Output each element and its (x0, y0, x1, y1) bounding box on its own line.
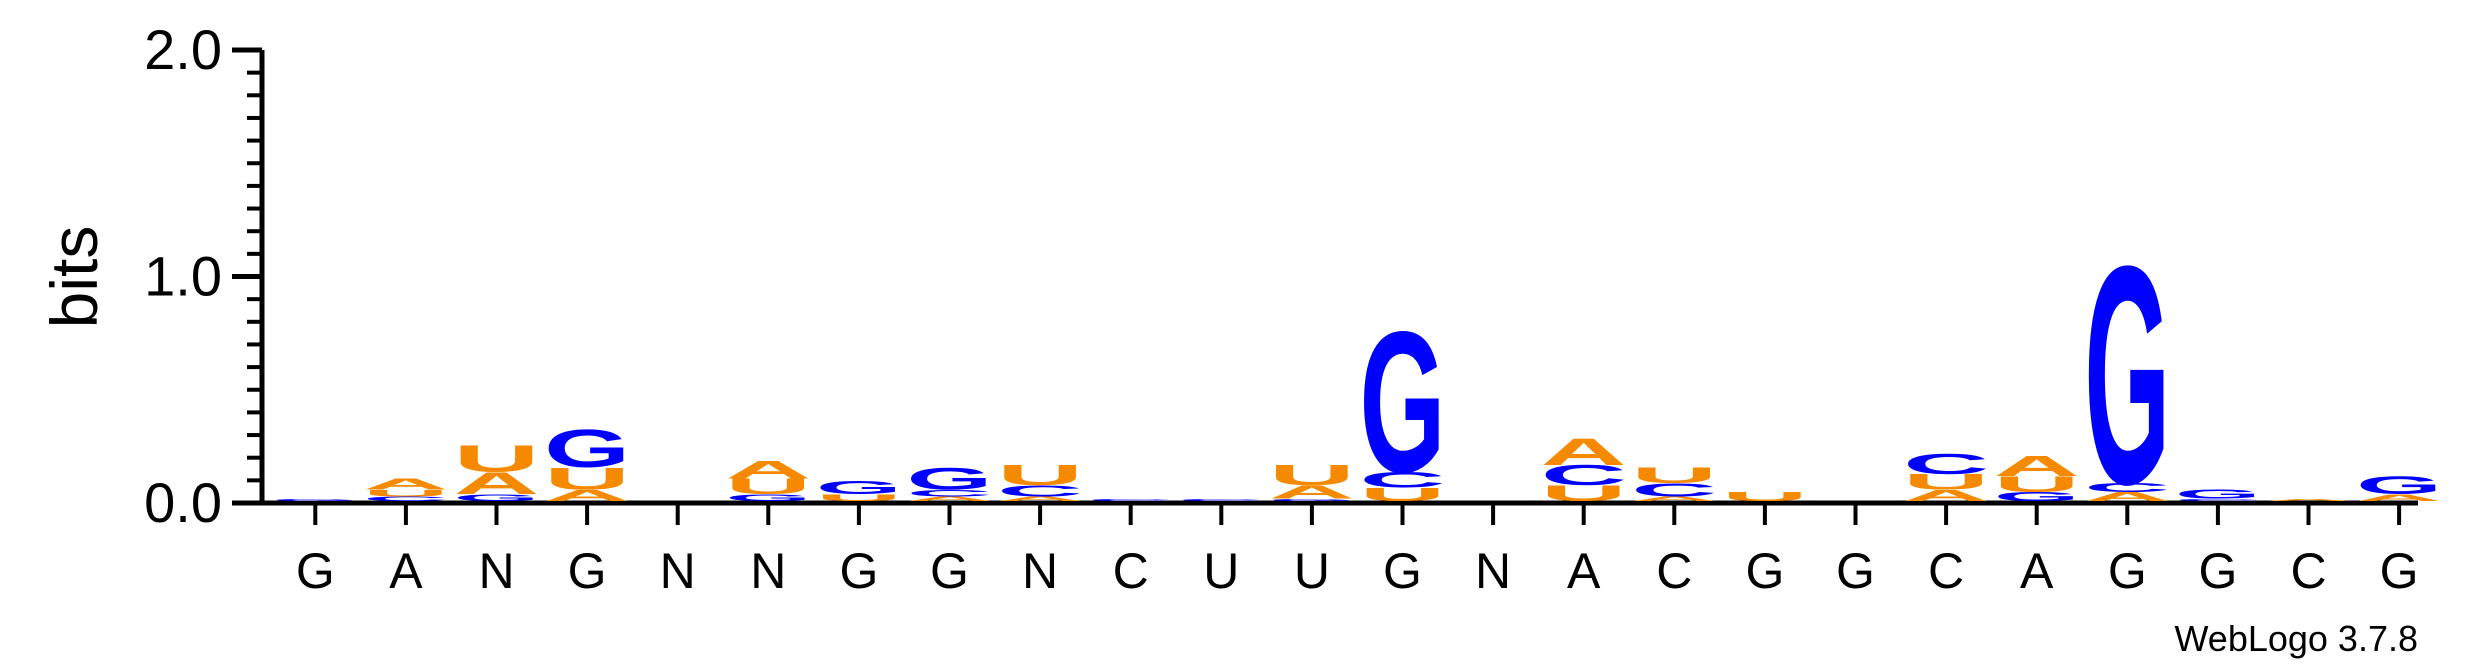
logo-letter-U: U (1541, 481, 1627, 506)
weblogo-credit: WebLogo 3.7.8 (2174, 618, 2418, 659)
x-tick-label: C (1113, 543, 1149, 599)
logo-letter-A: A (2265, 498, 2351, 502)
logo-letter-A: A (2356, 493, 2442, 503)
x-tick-label: G (1383, 543, 1422, 599)
logo-letter-U: U (544, 462, 630, 497)
logo-letter-C: C (1088, 498, 1174, 502)
logo-letter-C: C (1359, 468, 1445, 493)
axes: bits (37, 50, 2418, 506)
logo-letter-A: A (1903, 487, 1989, 505)
logo-letter-C: C (1541, 460, 1627, 491)
logo-letter-U: U (997, 460, 1083, 491)
logo-letter-A: A (1631, 495, 1717, 502)
logo-letter-U: U (1269, 460, 1355, 491)
y-tick-label: 1.0 (144, 245, 222, 308)
logo-letter-C: C (2084, 480, 2170, 494)
logo-letter-C: C (1178, 498, 1264, 502)
logo-letter-G: G (272, 498, 358, 502)
logo-letter-C: C (2175, 498, 2261, 502)
x-tick-label: G (930, 543, 969, 599)
logo-letter-C: C (1631, 480, 1717, 501)
logo-letter-U: U (1631, 463, 1717, 488)
logo-letter-U: U (453, 437, 539, 479)
logo-letter-A: A (725, 456, 811, 484)
logo-letter-A: A (363, 476, 449, 494)
logo-letter-G: G (1360, 291, 1446, 515)
logo-letter-U: U (1359, 484, 1445, 505)
y-axis-label: bits (37, 226, 111, 329)
y-tick-label: 2.0 (144, 18, 222, 81)
logo-letter-C: C (363, 495, 449, 502)
logo-letter-G: G (907, 461, 993, 496)
logo-letter-G: G (1269, 498, 1355, 502)
x-tick-label: G (2380, 543, 2419, 599)
logo-letter-G: G (1994, 490, 2080, 504)
logo-letter-U: U (1722, 490, 1808, 504)
logo-letter-G: G (2084, 200, 2170, 549)
x-tick-label: G (1745, 543, 1784, 599)
x-tick-label: U (1203, 543, 1239, 599)
logo-letter-A: A (1269, 482, 1355, 503)
x-tick-label: G (568, 543, 607, 599)
logo-letter-U: U (363, 488, 449, 498)
logo-letter-U: U (816, 493, 902, 503)
x-tick-label: C (1928, 543, 1964, 599)
x-tick-label: C (1656, 543, 1692, 599)
x-tick-label: N (750, 543, 786, 599)
logo-letter-A: A (2084, 490, 2170, 504)
x-tick-label: N (660, 543, 696, 599)
logo-letter-A: A (906, 495, 992, 502)
x-tick-label: N (478, 543, 514, 599)
logo-letter-A: A (997, 495, 1083, 502)
logo-letter-G: G (2356, 471, 2442, 499)
x-tick-label: C (2290, 543, 2326, 599)
x-tick-label: A (2020, 543, 2054, 599)
logo-letter-C: C (906, 488, 992, 498)
logo-letter-A: A (1541, 431, 1627, 473)
x-tick-label: G (1836, 543, 1875, 599)
logo-letter-G: G (725, 492, 811, 503)
x-tick-label: G (2198, 543, 2237, 599)
logo-letter-G: G (816, 477, 902, 498)
x-tick-label: N (1022, 543, 1058, 599)
logo-letter-G: G (544, 419, 630, 479)
y-tick-label: 0.0 (144, 471, 222, 534)
logo-letter-A: A (544, 487, 630, 505)
x-tick-label: N (1475, 543, 1511, 599)
logo-letter-C: C (997, 482, 1083, 500)
logo-letter-C: C (1903, 449, 1989, 480)
logo-letter-A: A (453, 466, 539, 501)
x-tick-label: G (296, 543, 335, 599)
logo-letter-U: U (1994, 472, 2080, 497)
x-tick-label: A (389, 543, 423, 599)
logo-letter-G: G (2175, 487, 2261, 501)
y-ticks: 0.0 1.0 2.0 (144, 18, 262, 534)
x-tick-label: G (2108, 543, 2147, 599)
logo-letter-U: U (725, 474, 811, 499)
x-tick-label: A (1567, 543, 1601, 599)
logo-letter-G: G (454, 492, 540, 503)
x-tick-label: G (839, 543, 878, 599)
x-tick-label: U (1294, 543, 1330, 599)
logo-letter-A: A (1994, 451, 2080, 482)
logo-letter-U: U (1903, 470, 1989, 495)
